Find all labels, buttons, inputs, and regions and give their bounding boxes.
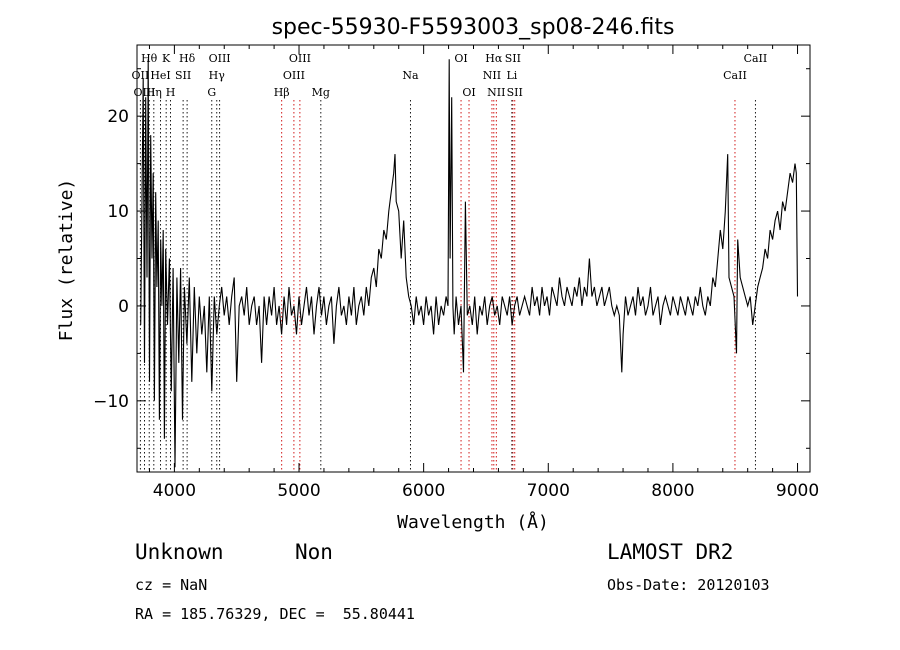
- survey-text: LAMOST DR2: [607, 540, 734, 564]
- spectral-line-label: OIII: [209, 52, 231, 65]
- y-tick-label: 0: [118, 297, 129, 317]
- plot-frame: [136, 44, 811, 473]
- spectrum-series-line: [140, 59, 799, 468]
- spectral-line-label: HeI: [150, 69, 170, 82]
- spectral-line-label: OII: [132, 69, 150, 82]
- classification-text: Unknown: [135, 540, 224, 564]
- x-tick-label: 8000: [651, 481, 694, 501]
- spectral-line-label: SII: [175, 69, 191, 82]
- x-tick-label: 4000: [153, 481, 196, 501]
- spectral-line-label: K: [162, 52, 171, 65]
- x-tick-label: 6000: [402, 481, 445, 501]
- y-axis: −10 0 10 20: [93, 68, 810, 449]
- subclass-text: Non: [295, 540, 333, 564]
- x-tick-label: 5000: [277, 481, 320, 501]
- y-tick-label: 20: [107, 107, 129, 127]
- spectral-line-label: G: [207, 86, 216, 99]
- spectral-line-label: NII: [487, 86, 505, 99]
- y-tick-label: −10: [93, 392, 129, 412]
- spectral-line-label: OIII: [289, 52, 311, 65]
- x-tick-label: 7000: [527, 481, 570, 501]
- spectral-line-label: OIII: [133, 86, 155, 99]
- spectral-line-label: CaII: [723, 69, 747, 82]
- spectral-line-label: Li: [506, 69, 517, 82]
- y-tick-label: 10: [107, 202, 129, 222]
- spectral-line-label: Hγ: [209, 69, 226, 82]
- redshift-text: cz = NaN: [135, 576, 208, 594]
- x-tick-label: 9000: [776, 481, 819, 501]
- spectral-line-label: H: [166, 86, 176, 99]
- spectral-line-label: Hδ: [179, 52, 196, 65]
- spectral-line-label: Hα: [485, 52, 503, 65]
- spectral-line-label: Mg: [312, 86, 330, 99]
- spectral-line-label: SII: [507, 86, 523, 99]
- spectral-line-label: OI: [462, 86, 475, 99]
- y-axis-label: Flux (relative): [56, 179, 77, 342]
- spectral-line-label: Na: [402, 69, 419, 82]
- spectral-line-label: Hη: [146, 86, 162, 99]
- spectral-line-label: Hθ: [141, 52, 158, 65]
- spectral-line-label: OIII: [283, 69, 305, 82]
- x-axis: 4000 5000 6000 7000 8000 9000: [148, 45, 819, 501]
- spectral-line-label: OI: [454, 52, 467, 65]
- spectral-line-label: Hβ: [274, 86, 290, 99]
- spectral-line-label: CaII: [744, 52, 768, 65]
- obs-date-text: Obs-Date: 20120103: [607, 576, 770, 594]
- x-axis-label: Wavelength (Å): [397, 511, 549, 533]
- chart-title: spec-55930-F5593003_sp08-246.fits: [272, 15, 675, 40]
- coordinates-text: RA = 185.76329, DEC = 55.80441: [135, 605, 415, 623]
- spectral-line-label: SII: [505, 52, 521, 65]
- spectral-line-label: NII: [483, 69, 501, 82]
